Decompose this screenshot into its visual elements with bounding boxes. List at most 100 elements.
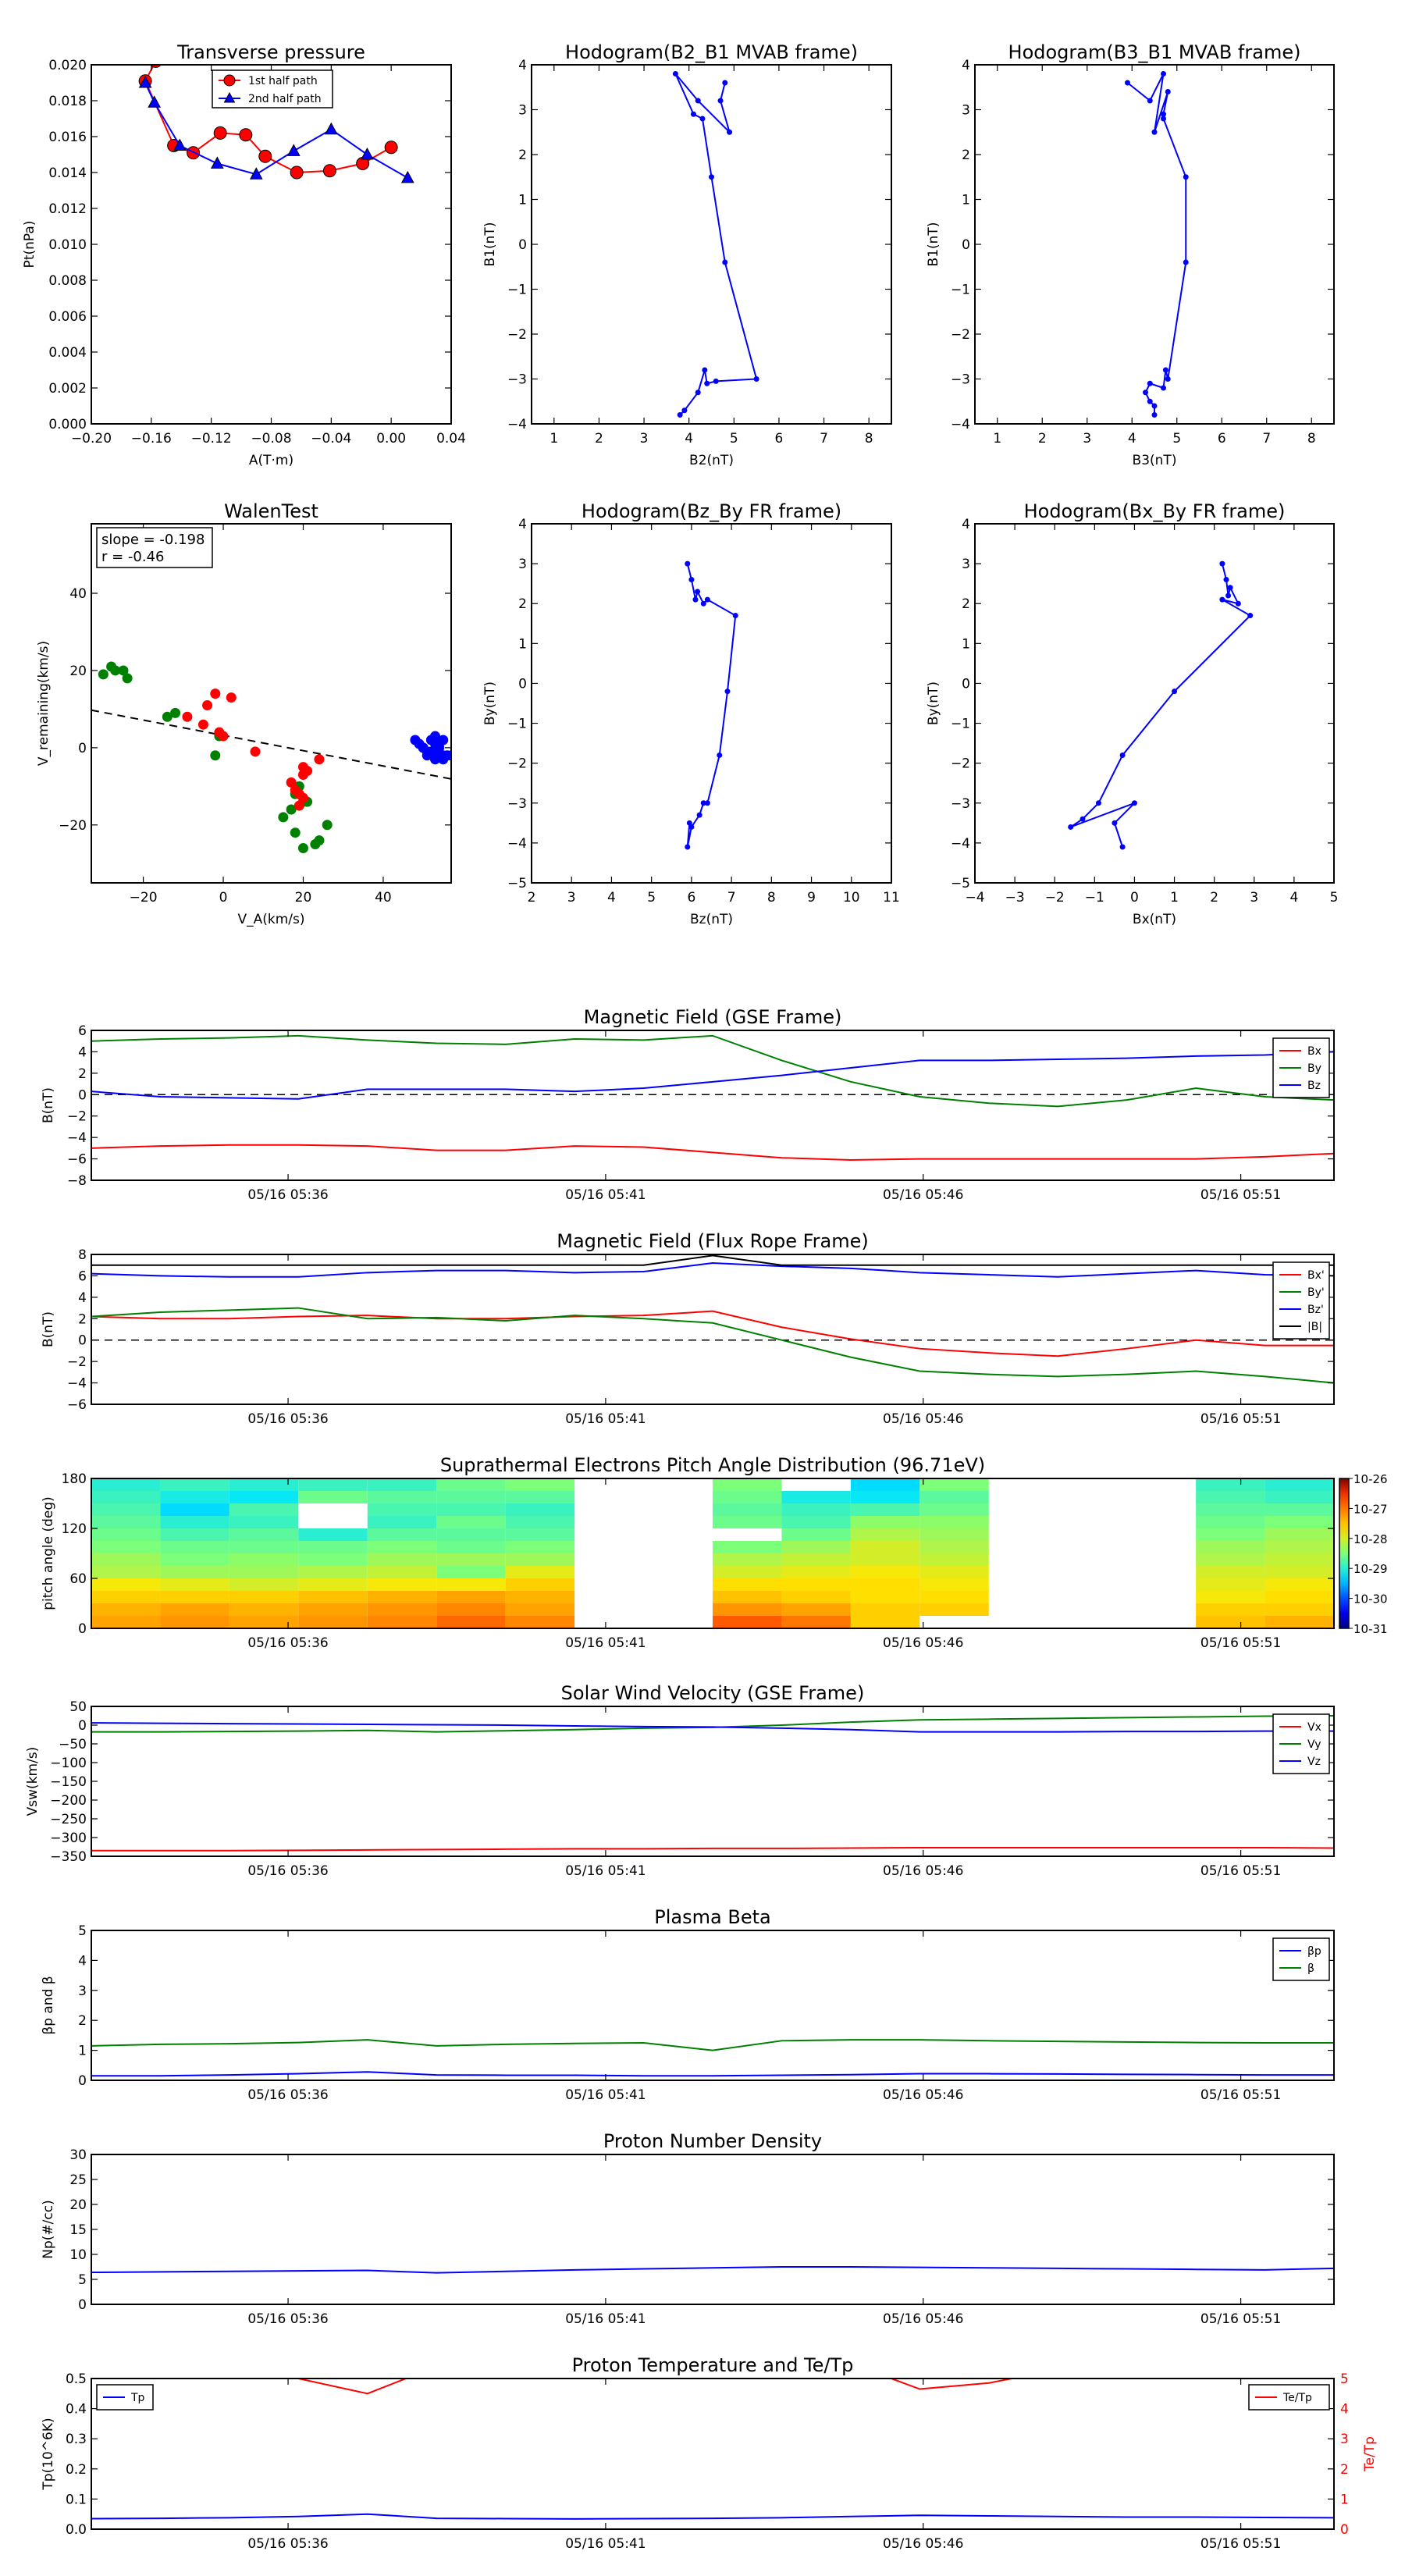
plot-area — [672, 71, 759, 418]
annotation-box — [96, 527, 213, 568]
x-tick-label: 6 — [687, 890, 695, 906]
y-tick-label: −300 — [50, 1831, 87, 1846]
x-tick-label: −0.08 — [251, 431, 291, 447]
top-panel-5: 2 3 4 5 6 7 8 9 10 11 −5 −4 −3 −2 −1 0 1 2 3 4 Hodogram(Bz_B… — [482, 500, 900, 927]
blue-point — [434, 738, 445, 749]
y-tick-label: −5 — [951, 876, 970, 891]
y-tick-label: 0 — [78, 1718, 87, 1734]
heatmap-cell — [850, 1616, 920, 1628]
y-tick-label: 0 — [78, 1621, 87, 1637]
hodogram-point — [1225, 592, 1232, 599]
plot-frame — [91, 2378, 1335, 2530]
heatmap-cell — [367, 1591, 437, 1603]
x-tick-label: 2 — [1038, 431, 1047, 447]
hodogram-line — [686, 563, 737, 848]
legend: 1st half path 2nd half path — [212, 69, 333, 109]
heatmap-cell — [298, 1541, 368, 1553]
heatmap-cell — [781, 1616, 851, 1628]
panel-title: WalenTest — [224, 500, 318, 522]
legend-label: 2nd half path — [248, 93, 322, 105]
heatmap-cell — [229, 1578, 299, 1591]
heatmap-cell — [436, 1516, 506, 1528]
heatmap-cell — [436, 1541, 506, 1553]
y-tick-label: −4 — [507, 836, 527, 852]
plot-area — [91, 1034, 1334, 1161]
green-point — [210, 750, 221, 761]
heatmap-cell — [713, 1503, 782, 1516]
x-tick-label: 8 — [767, 890, 776, 906]
heatmap-cell — [1264, 1603, 1334, 1616]
heatmap-cell — [713, 1591, 782, 1603]
y-tick-label: −4 — [507, 417, 527, 432]
right-axis-label: Te/Tp — [1362, 2436, 1378, 2472]
hodogram-point — [722, 259, 728, 265]
y-tick-label: 40 — [69, 586, 87, 602]
red-point — [197, 719, 208, 730]
hodogram-point — [1223, 577, 1229, 583]
heatmap-cell — [1196, 1553, 1265, 1566]
x-axis-label: B3(nT) — [1133, 453, 1177, 468]
y-tick-label: −100 — [50, 1756, 87, 1771]
hodogram-point — [690, 111, 696, 117]
x-tick-label: 0.00 — [376, 431, 406, 447]
panel-title: Solar Wind Velocity (GSE Frame) — [561, 1682, 865, 1704]
green-point — [278, 812, 289, 823]
x-tick-label: 05/16 05:41 — [565, 2311, 646, 2327]
panel-title: Hodogram(Bx_By FR frame) — [1024, 500, 1286, 522]
heatmap-cell — [436, 1553, 506, 1566]
x-tick-label: 3 — [1250, 890, 1258, 906]
red-point — [226, 692, 237, 703]
annotation-text: r = -0.46 — [101, 549, 165, 565]
y-tick-label: −2 — [507, 327, 527, 343]
annotation-text: slope = -0.198 — [101, 532, 205, 548]
hodogram-point — [722, 80, 728, 86]
heatmap-cell — [91, 1616, 161, 1628]
heatmap-cell — [229, 1503, 299, 1516]
green-point — [118, 665, 129, 676]
heatmap-cell — [367, 1578, 437, 1591]
hodogram-point — [1080, 816, 1086, 822]
heatmap-cell — [367, 1616, 437, 1628]
x-tick-label: 8 — [865, 431, 873, 447]
first-half-point — [322, 164, 336, 178]
red-point — [314, 754, 325, 765]
hodogram-point — [1183, 174, 1189, 180]
heatmap-cell — [1196, 1478, 1265, 1491]
heatmap-cell — [91, 1541, 161, 1553]
x-tick-label: 05/16 05:51 — [1200, 1635, 1281, 1651]
heatmap-cell — [1196, 1541, 1265, 1553]
y-tick-label: 0.014 — [48, 165, 87, 181]
heatmap-cell — [850, 1603, 920, 1616]
plot-area — [91, 1478, 1334, 1628]
y-tick-label: −1 — [507, 283, 527, 298]
By-series-line — [91, 1307, 1334, 1384]
x-tick-label: −0.12 — [191, 431, 232, 447]
hodogram-point — [677, 412, 683, 418]
x-tick-label: −1 — [1085, 890, 1104, 906]
heatmap-cell — [229, 1478, 299, 1491]
x-tick-label: 05/16 05:51 — [1200, 1863, 1281, 1879]
heatmap-cell — [850, 1503, 920, 1516]
heatmap-cell — [505, 1566, 575, 1578]
x-tick-label: 2 — [528, 890, 536, 906]
heatmap-cell — [505, 1616, 575, 1628]
heatmap-cell — [1196, 1491, 1265, 1503]
hodogram-point — [700, 800, 706, 806]
y-tick-label: 0 — [962, 237, 970, 253]
heatmap-cell — [367, 1541, 437, 1553]
plot-frame — [91, 523, 452, 884]
colorbar-tick-label: 10-28 — [1353, 1532, 1388, 1546]
blue-point — [430, 754, 441, 765]
y-tick-label: 10 — [69, 2247, 87, 2263]
y-axis-label: Vsw(km/s) — [25, 1747, 41, 1816]
legend: βp β — [1272, 1937, 1330, 1981]
x-tick-label: 05/16 05:41 — [565, 1411, 646, 1427]
y-tick-label: 120 — [62, 1521, 87, 1537]
x-tick-label: 05/16 05:51 — [1200, 2536, 1281, 2552]
hodogram-point — [1172, 688, 1178, 695]
y-tick-label: −2 — [67, 1109, 87, 1125]
y-tick-label: −5 — [507, 876, 527, 891]
top-panel-6: −4 −3 −2 −1 0 1 2 3 4 5−5−4−3−2−101234Hodogram(Bx… — [926, 500, 1338, 927]
red-point — [182, 711, 193, 722]
heatmap-cell — [1196, 1566, 1265, 1578]
